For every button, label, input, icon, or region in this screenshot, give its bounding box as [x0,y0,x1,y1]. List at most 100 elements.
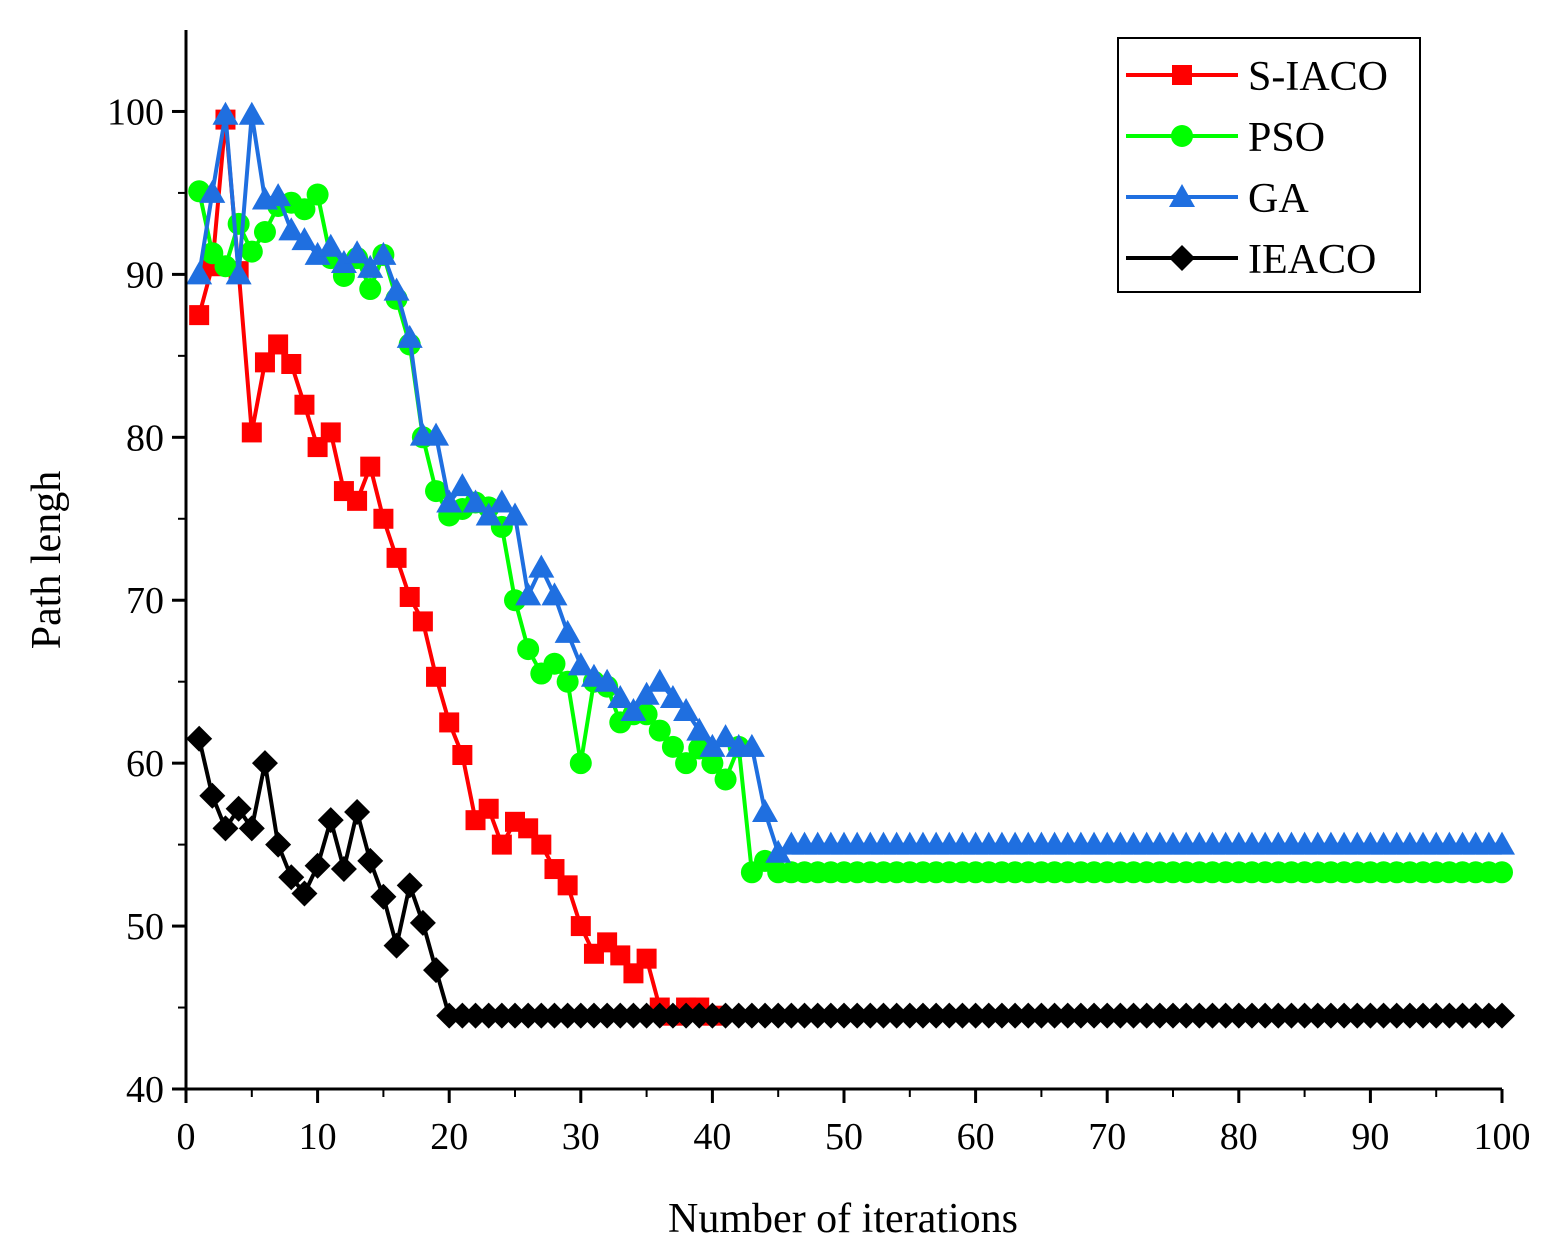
data-point [491,834,512,855]
data-point [452,745,473,766]
series-ga [186,101,1515,863]
legend-marker [1171,125,1193,147]
data-point [488,1002,515,1029]
x-tick-label: 10 [299,1116,337,1158]
data-point [870,1002,897,1029]
data-point [544,859,565,880]
series-s-iaco [189,109,723,1026]
data-point [620,698,647,722]
x-tick-label: 0 [177,1116,196,1158]
x-tick-label: 50 [825,1116,863,1158]
data-point [278,217,305,241]
data-point [541,1002,568,1029]
data-point [531,834,552,855]
data-point [712,724,739,748]
legend-entry: PSO [1126,115,1325,161]
y-tick-label: 90 [126,254,164,296]
data-point [1252,1002,1279,1029]
legend-label: PSO [1248,115,1325,161]
data-point [659,1002,686,1029]
data-point [1094,1002,1121,1029]
data-point [517,638,540,661]
data-point [738,1002,765,1029]
data-point [488,489,515,513]
data-point [1331,1002,1358,1029]
data-point [306,183,329,206]
data-point [594,668,621,692]
x-tick-label: 40 [693,1116,731,1158]
data-point [199,179,226,203]
data-point [294,394,315,415]
data-point [844,1002,871,1029]
axes: 0 10 20 30 40 50 60 70 80 90 100 40 50 60 70 80 90 100 [107,30,1531,1158]
data-point [661,735,684,758]
data-point [1396,1002,1423,1029]
x-tick-label: 90 [1351,1116,1389,1158]
data-point [212,815,239,842]
data-point [765,1002,792,1029]
data-point [1120,1002,1147,1029]
data-point [238,101,265,125]
data-point [330,249,357,273]
data-point [620,1002,647,1029]
data-point [778,1002,805,1029]
data-point [554,619,581,643]
data-point [291,227,318,251]
data-point [673,698,700,722]
data-point [567,1002,594,1029]
x-tick-label: 60 [957,1116,995,1158]
data-point [1489,831,1515,855]
data-point [543,652,566,675]
data-point [646,1002,673,1029]
data-point [752,1002,779,1029]
data-point [791,1002,818,1029]
data-point [383,277,410,301]
data-point [238,815,265,842]
data-point [412,611,433,632]
data-point [1317,1002,1344,1029]
data-point [1357,1002,1384,1029]
data-point [1449,1002,1476,1029]
data-point [883,1002,910,1029]
data-point [699,1002,726,1029]
data-point [936,1002,963,1029]
data-point [633,1002,660,1029]
y-tick-label: 80 [126,417,164,459]
legend-label: IEACO [1248,237,1376,283]
data-point [1291,1002,1318,1029]
data-point [817,1002,844,1029]
data-point [831,1002,857,1029]
data-point [686,1002,713,1029]
x-tick-label: 30 [562,1116,600,1158]
data-point [212,101,239,125]
data-point [462,1002,489,1029]
data-point [646,668,673,692]
y-tick-label: 40 [126,1069,164,1111]
data-point [227,212,250,235]
data-point [567,652,594,676]
data-point [475,502,502,526]
data-point [686,717,713,741]
data-point [423,957,450,984]
data-point [320,422,341,443]
data-point [225,795,252,822]
data-point [580,1002,607,1029]
series-ieaco [186,725,1515,1029]
data-point [1462,1002,1489,1029]
data-point [569,752,592,775]
data-point [1133,1002,1160,1029]
data-point [426,666,447,687]
data-point [541,582,568,606]
data-point [1028,1002,1055,1029]
data-point [317,807,344,834]
data-point [975,1002,1002,1029]
data-point [633,681,660,705]
data-point [409,909,436,936]
data-point [1054,1002,1081,1029]
legend-entry: S-IACO [1126,54,1388,100]
x-tick-label: 70 [1088,1116,1126,1158]
data-point [304,852,331,879]
data-point [225,261,252,285]
data-point [528,1002,555,1029]
data-point [189,305,210,326]
